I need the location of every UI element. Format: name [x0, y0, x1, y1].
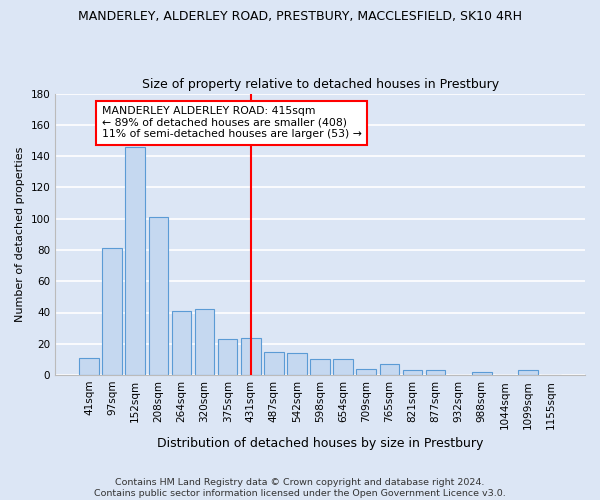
- Bar: [287, 353, 307, 375]
- Bar: [218, 339, 238, 375]
- Bar: [241, 338, 260, 375]
- Bar: [472, 372, 491, 375]
- X-axis label: Distribution of detached houses by size in Prestbury: Distribution of detached houses by size …: [157, 437, 483, 450]
- Bar: [426, 370, 445, 375]
- Bar: [518, 370, 538, 375]
- Bar: [195, 310, 214, 375]
- Y-axis label: Number of detached properties: Number of detached properties: [15, 146, 25, 322]
- Text: MANDERLEY ALDERLEY ROAD: 415sqm
← 89% of detached houses are smaller (408)
11% o: MANDERLEY ALDERLEY ROAD: 415sqm ← 89% of…: [102, 106, 362, 140]
- Bar: [149, 217, 168, 375]
- Text: MANDERLEY, ALDERLEY ROAD, PRESTBURY, MACCLESFIELD, SK10 4RH: MANDERLEY, ALDERLEY ROAD, PRESTBURY, MAC…: [78, 10, 522, 23]
- Bar: [356, 369, 376, 375]
- Text: Contains HM Land Registry data © Crown copyright and database right 2024.
Contai: Contains HM Land Registry data © Crown c…: [94, 478, 506, 498]
- Title: Size of property relative to detached houses in Prestbury: Size of property relative to detached ho…: [142, 78, 499, 91]
- Bar: [403, 370, 422, 375]
- Bar: [380, 364, 399, 375]
- Bar: [79, 358, 99, 375]
- Bar: [334, 360, 353, 375]
- Bar: [103, 248, 122, 375]
- Bar: [264, 352, 284, 375]
- Bar: [310, 360, 330, 375]
- Bar: [125, 146, 145, 375]
- Bar: [172, 311, 191, 375]
